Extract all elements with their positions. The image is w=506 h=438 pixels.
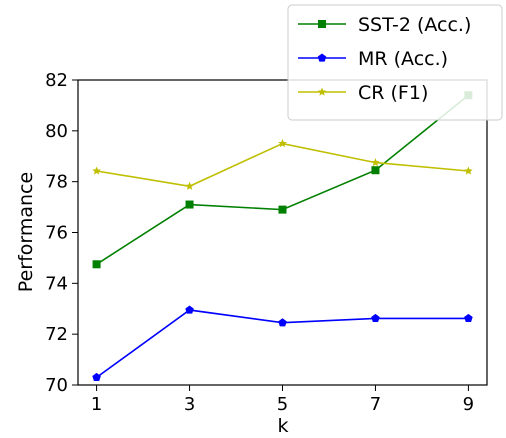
data-point-mr xyxy=(371,313,380,323)
x-tick-label: 9 xyxy=(463,394,474,415)
legend-label: MR (Acc.) xyxy=(358,48,448,70)
y-tick-label: 76 xyxy=(45,223,68,244)
legend-item-sst2: SST-2 (Acc.) xyxy=(298,14,471,36)
plot-area xyxy=(77,79,488,386)
data-point-sst2 xyxy=(185,200,194,209)
x-axis: 1 3 5 7 9 xyxy=(91,385,474,415)
x-tick-label: 1 xyxy=(91,394,102,415)
data-point-mr xyxy=(185,305,194,314)
series-mr xyxy=(92,305,473,382)
legend-marker xyxy=(318,20,326,28)
series-cr xyxy=(92,139,473,190)
y-tick-label: 72 xyxy=(45,324,68,345)
x-tick-label: 7 xyxy=(370,394,381,415)
x-axis-title: k xyxy=(277,415,288,437)
legend-marker xyxy=(317,53,327,62)
data-point-cr xyxy=(464,166,473,175)
y-tick-label: 70 xyxy=(45,375,68,396)
data-point-cr xyxy=(185,181,194,190)
y-tick-label: 74 xyxy=(45,273,68,294)
data-point-cr xyxy=(278,139,287,148)
legend-label: CR (F1) xyxy=(358,82,428,104)
legend-item-mr: MR (Acc.) xyxy=(298,48,448,70)
x-tick-label: 3 xyxy=(184,394,195,415)
y-axis-title: Performance xyxy=(15,172,37,292)
data-point-sst2 xyxy=(92,260,101,269)
legend-item-cr: CR (F1) xyxy=(298,82,428,104)
legend-marker xyxy=(317,87,327,96)
data-point-sst2 xyxy=(371,166,380,175)
series-layer xyxy=(92,91,473,382)
data-point-mr xyxy=(92,372,101,382)
data-point-cr xyxy=(371,158,380,167)
y-tick-label: 80 xyxy=(45,121,68,142)
data-point-mr xyxy=(278,318,287,327)
data-point-sst2 xyxy=(278,205,287,214)
legend: SST-2 (Acc.) MR (Acc.) CR (F1) xyxy=(287,4,503,121)
y-axis: 70 72 74 76 78 80 82 xyxy=(45,70,78,396)
data-point-cr xyxy=(92,166,101,175)
data-point-mr xyxy=(464,313,473,323)
legend-label: SST-2 (Acc.) xyxy=(358,14,471,36)
x-tick-label: 5 xyxy=(277,394,288,415)
y-tick-label: 82 xyxy=(45,70,68,91)
y-tick-label: 78 xyxy=(45,172,68,193)
